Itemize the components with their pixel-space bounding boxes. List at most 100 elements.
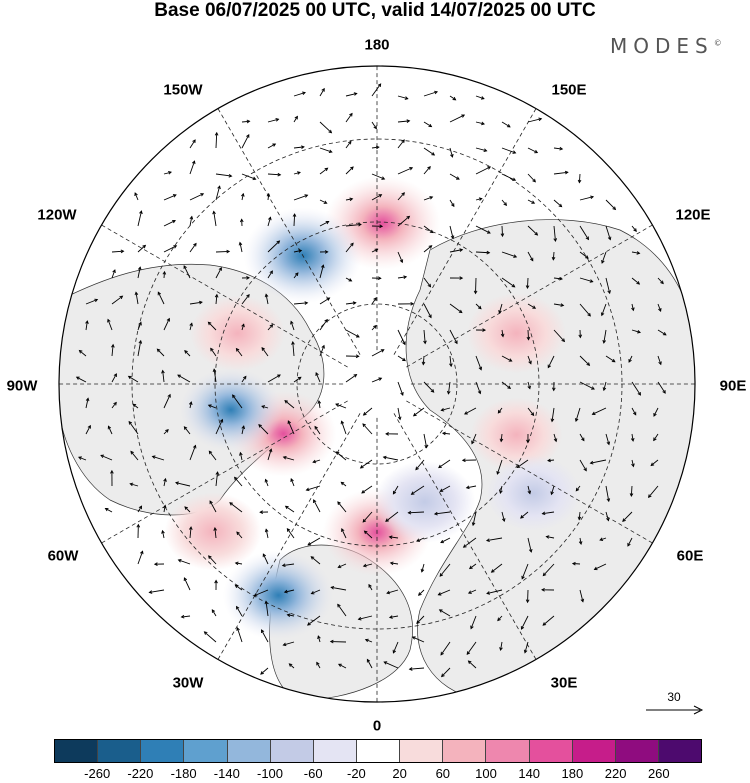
wind-vector [111,269,116,279]
wind-vector [111,373,117,383]
wind-vector [470,615,477,629]
lon-label-150w: 150W [163,81,203,99]
wind-vector-head [340,420,345,425]
wind-vector-head [456,176,460,180]
wind-vector-head [172,194,177,198]
wind-vector-head [477,390,482,395]
wind-vector-head [307,542,312,546]
wind-vector [368,584,373,591]
wind-vector-head [647,494,652,499]
wind-vector [631,225,637,232]
wind-vector [236,627,243,643]
wind-vector-head [542,572,547,577]
wind-vector [501,121,511,128]
wind-vector [397,407,401,420]
wind-vector-head [591,386,595,390]
wind-vector-head [359,465,364,469]
wind-vector-head [498,310,502,314]
wind-vector [366,659,373,669]
colorbar-cell [184,740,228,762]
wind-vector-head [428,245,433,249]
wind-vector [204,631,217,643]
wind-vector-head [499,647,503,652]
wind-vector-head [363,530,368,535]
wind-vector [189,401,192,409]
wind-vector-head [542,622,547,626]
wind-vector-head [415,466,419,471]
wind-vector-head [313,499,317,503]
wind-vector [631,433,634,442]
wind-vector-head [110,469,114,474]
wind-vector [318,400,321,409]
wind-vector-head [461,114,466,118]
wind-vector [423,329,426,344]
wind-vector [631,329,641,333]
wind-vector-head [193,242,197,247]
wind-vector-head [163,477,167,482]
wind-vector-head [464,411,468,415]
wind-vector [362,423,373,435]
wind-vector [383,456,399,461]
wind-vector [501,381,511,389]
lon-label-90e: 90E [719,377,747,395]
wind-vector [313,499,321,513]
wind-vector [601,303,607,316]
wind-vector [631,407,637,416]
wind-vector-head [277,172,282,177]
wind-vector [386,589,399,594]
wind-vector [307,615,321,626]
wind-vector [267,143,276,149]
wind-vector [189,445,196,461]
wind-vector [208,321,217,331]
wind-vector-head [575,487,580,492]
wind-vector [475,166,491,175]
wind-vector-head [264,528,269,533]
wind-vector [317,635,321,643]
pink-blob-central-asia [470,397,563,472]
wind-vector-head [388,615,393,619]
colorbar-tick-label: 180 [561,766,584,781]
wind-vector-head [409,167,414,171]
colorbar-cell [572,740,616,762]
wind-vector [364,530,373,539]
wind-vector [293,146,305,149]
wind-vector [579,381,595,390]
wind-vector-head [310,590,315,595]
wind-vector-head [487,166,492,170]
wind-vector [241,426,245,435]
wind-vector-head [183,577,188,582]
wind-vector-head [653,437,657,442]
wind-vector-head [400,392,404,396]
wind-vector-head [130,450,134,455]
wind-vector-head [172,219,176,224]
wind-vector [527,277,529,289]
wind-vector [341,528,347,539]
wind-vector-head [321,344,325,349]
wind-vector-head [527,385,531,390]
wind-vector [189,139,196,149]
wind-vector-head [508,358,513,362]
wind-vector-head [399,259,404,264]
wind-vector-head [127,375,132,380]
wind-vector-head [236,531,240,536]
wind-vector-head [591,411,596,415]
wind-vector [337,604,347,617]
wind-vector-head [268,448,273,453]
wind-vector-head [134,291,139,296]
wind-vector-head [538,117,543,122]
wind-vector [527,407,535,416]
wind-vector-head [85,397,90,402]
wind-vector [163,478,166,487]
wind-vector-head [606,517,610,522]
wind-vector-head [406,215,411,220]
wind-vector-head [317,635,321,640]
wind-vector [137,245,146,253]
wind-vector [605,225,611,240]
wind-vector-head [541,511,546,516]
wind-vector-head [558,203,563,208]
wind-vector [371,349,385,357]
wind-vector [592,407,607,415]
wind-vector-head [478,366,483,371]
wind-vector-head [606,498,611,503]
wind-vector-head [636,281,641,285]
